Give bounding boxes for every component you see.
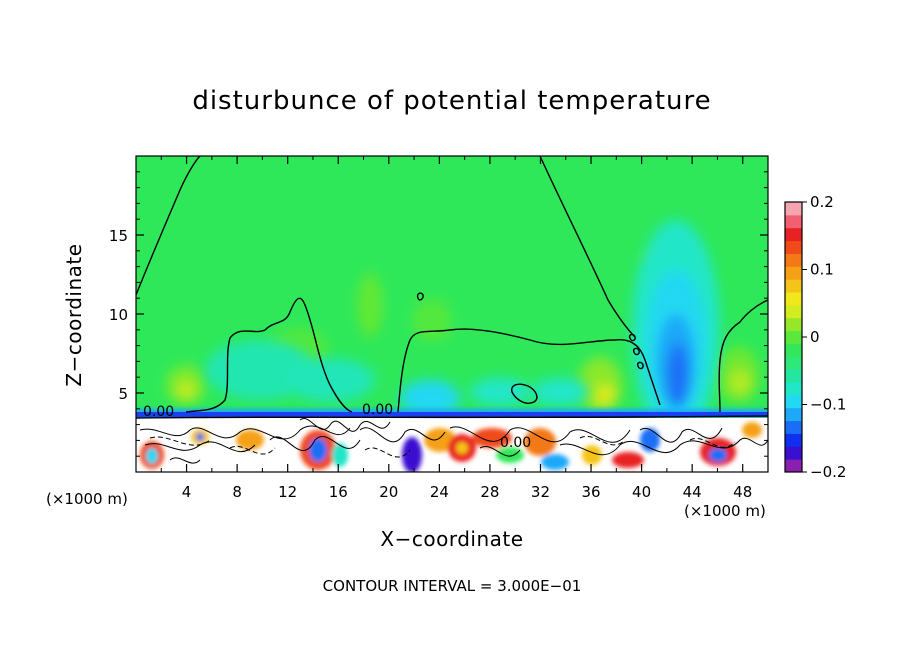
colorbar-swatch (785, 202, 802, 216)
y-axis: 5 10 15 (109, 171, 768, 457)
x-tick-label: 16 (329, 483, 348, 501)
contour-label-mid: 0.00 (362, 402, 393, 418)
colorbar-swatch (785, 317, 802, 332)
x-tick-label: 12 (278, 483, 297, 501)
contour-lines (136, 156, 768, 419)
colorbar-tick-label: −0.2 (810, 463, 846, 481)
y-tick-label: 10 (109, 306, 128, 324)
colorbar-swatch (785, 304, 802, 319)
y-tick-label: 15 (109, 227, 128, 245)
colorbar-swatch (785, 433, 802, 447)
colorbar-swatch (785, 407, 802, 422)
colorbar-swatch (785, 343, 802, 357)
colorbar-tick-label: 0.1 (810, 261, 834, 279)
x-axis-multiplier-left: (×1000 m) (46, 490, 128, 508)
colorbar-swatch (785, 240, 802, 254)
x-tick-label: 8 (232, 483, 242, 501)
colorbar-swatch (785, 214, 802, 229)
x-axis-label: X−coordinate (380, 527, 524, 551)
x-tick-label: 36 (581, 483, 600, 501)
colorbar-swatch (785, 459, 802, 473)
colorbar-swatch (785, 292, 802, 306)
lower-dashed-contours (149, 435, 736, 458)
colorbar-swatch (785, 446, 802, 460)
x-axis: 4 8 12 16 20 24 28 32 36 40 44 48 (160, 156, 752, 501)
x-tick-label: 32 (531, 483, 550, 501)
x-tick-label: 24 (430, 483, 449, 501)
colorbar-swatch (785, 266, 802, 280)
contour-label-left: 0.00 (143, 404, 174, 420)
colorbar-swatch (785, 369, 802, 383)
colorbar-swatch (785, 330, 802, 344)
colorbar-swatch (785, 420, 802, 434)
colorbar-swatch (785, 279, 802, 293)
x-tick-label: 44 (683, 483, 702, 501)
y-tick-label: 5 (118, 385, 128, 403)
colorbar-tick-label: 0 (810, 328, 820, 346)
x-tick-label: 4 (182, 483, 192, 501)
chart-title: disturbunce of potential temperature (192, 86, 712, 116)
contour-interval-text: CONTOUR INTERVAL = 3.000E−01 (322, 577, 582, 595)
lower-blobs (140, 422, 762, 472)
x-tick-label: 20 (379, 483, 398, 501)
contour-label-right: 0.00 (500, 435, 531, 451)
x-tick-label: 28 (480, 483, 499, 501)
y-axis-label: Z−coordinate (62, 243, 86, 387)
field-group (136, 156, 768, 472)
colorbar-tick-label: −0.1 (810, 396, 846, 414)
colorbar-swatch (785, 253, 802, 267)
x-tick-label: 48 (733, 483, 752, 501)
blue-band-core (136, 412, 768, 417)
colorbar-swatch (785, 227, 802, 242)
colorbar-swatch (785, 394, 802, 409)
x-axis-multiplier-right: (×1000 m) (684, 502, 766, 520)
colorbar-swatch (785, 382, 802, 396)
colorbar-tick-label: 0.2 (810, 193, 834, 211)
colorbar: 0.2 0.1 0 −0.1 −0.2 (784, 193, 846, 481)
colorbar-swatch (785, 356, 802, 370)
x-tick-label: 40 (632, 483, 651, 501)
